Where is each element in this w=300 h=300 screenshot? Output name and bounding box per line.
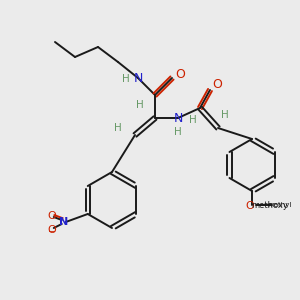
Text: O: O	[246, 201, 254, 211]
Text: H: H	[189, 115, 197, 125]
Text: methoxy: methoxy	[252, 202, 288, 211]
Text: O: O	[47, 225, 56, 235]
Text: methyl: methyl	[268, 202, 292, 208]
Text: O: O	[47, 211, 56, 221]
Text: N: N	[173, 112, 183, 124]
Text: N: N	[59, 217, 68, 227]
Text: −: −	[48, 227, 56, 237]
Text: H: H	[136, 100, 144, 110]
Text: N: N	[133, 71, 143, 85]
Text: H: H	[122, 74, 130, 84]
Text: H: H	[114, 123, 122, 133]
Text: H: H	[174, 127, 182, 137]
Text: O: O	[175, 68, 185, 80]
Text: O: O	[212, 79, 222, 92]
Text: H: H	[221, 110, 229, 120]
